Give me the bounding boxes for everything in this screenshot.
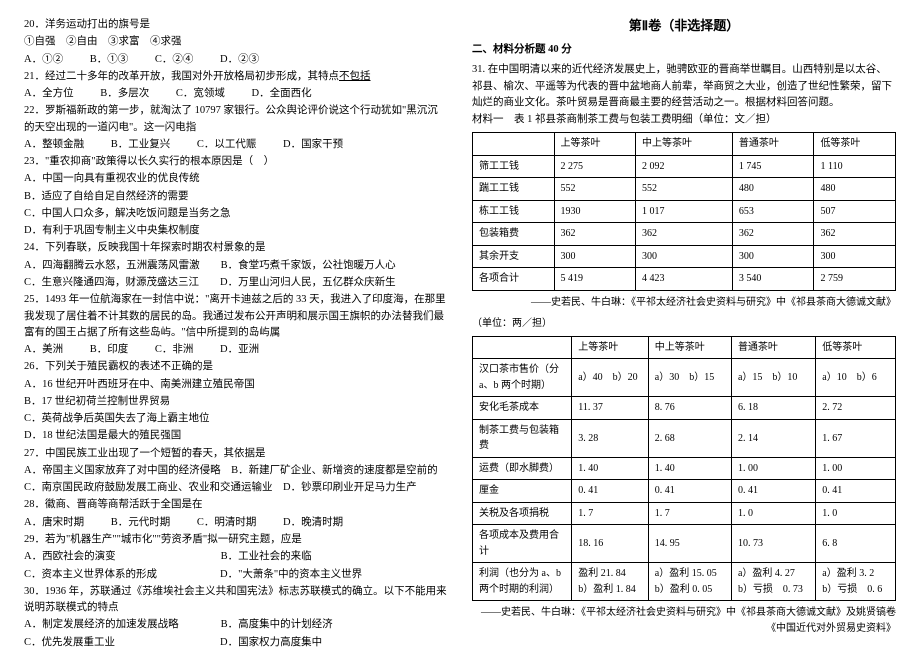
q22-stem: 22．罗斯福新政的第一步，就淘汰了 10797 家银行。公众舆论评价说这个行动犹… [24,103,448,136]
section-ii-title: 第Ⅱ卷（非选择题） [472,16,896,36]
q20-c: C．②④ [155,52,194,68]
table-row: 安化毛茶成本11. 378. 766. 182. 72 [473,397,896,420]
q21-options: A．全方位 B．多层次 C．宽领域 D．全面西化 [24,86,448,102]
right-column: 第Ⅱ卷（非选择题） 二、材料分析题 40 分 31. 在中国明清以来的近代经济发… [472,16,896,652]
q20-sub: ①自强 ②自由 ③求富 ④求强 [24,34,448,50]
q26-b: B．17 世纪初荷兰控制世界贸易 [24,394,448,410]
table-row: 厘金0. 410. 410. 410. 41 [473,480,896,503]
table-1-header-row: 上等茶叶 中上等茶叶 普通茶叶 低等茶叶 [473,133,896,156]
q24-stem: 24．下列春联，反映我国十年探索时期农村景象的是 [24,240,448,256]
table-row: 各项合计5 4194 4233 5402 759 [473,268,896,291]
q24-ab: A．四海翻腾云水怒，五洲震荡风雷激 B．食堂巧煮千家饭，公社饱暖万人心 [24,258,448,274]
q27-ab: A．帝国主义国家放弃了对中国的经济侵略 B．新建厂矿企业、新增资的速度都是空前的 [24,463,448,479]
table-row: 各项成本及费用合计18. 1614. 9510. 736. 8 [473,525,896,563]
q23-c: C．中国人口众多，解决吃饭问题是当务之急 [24,206,448,222]
q26-stem: 26．下列关于殖民霸权的表述不正确的是 [24,359,448,375]
q21-c: C．宽领域 [176,86,225,102]
table-row: 踹工工钱552552480480 [473,178,896,201]
q23-stem: 23．"重农抑商"政策得以长久实行的根本原因是（ ） [24,154,448,170]
q21-a: A．全方位 [24,86,74,102]
q31-stem: 31. 在中国明清以来的近代经济发展史上，驰骋欧亚的晋商举世瞩目。山西特别是以太… [472,62,896,111]
q30-ab: A．制定发展经济的加速发展战略 B．高度集中的计划经济 [24,617,448,633]
q20-options: A．①② B．①③ C．②④ D．②③ [24,52,448,68]
table-2: 上等茶叶 中上等茶叶 普通茶叶 低等茶叶 汉口茶市售价（分 a、b 两个时期）a… [472,336,896,602]
t2-h2: 中上等茶叶 [648,336,731,359]
q26-a: A．16 世纪开叶西班牙在中、南美洲建立殖民帝国 [24,377,448,393]
t1-h0 [473,133,555,156]
q20-stem: 20．洋务运动打出的旗号是 [24,17,448,33]
table-1-source: ——史若民、牛白琳：《平祁太经济社会史资料与研究》中《祁县茶商大德诚文献》 [472,295,896,311]
q22-b: B．工业复兴 [111,137,171,153]
q21-d: D．全面西化 [252,86,312,102]
q20-b: B．①③ [90,52,129,68]
q28-d: D．晚清时期 [283,515,343,531]
q23-a: A．中国一向具有重视农业的优良传统 [24,171,448,187]
q30-cd: C．优先发展重工业 D．国家权力高度集中 [24,635,448,651]
q27-stem: 27．中国民族工业出现了一个短暂的春天，其依据是 [24,446,448,462]
t1-h3: 普通茶叶 [732,133,814,156]
table-2-header-row: 上等茶叶 中上等茶叶 普通茶叶 低等茶叶 [473,336,896,359]
table-row: 筛工工钱2 2752 0921 7451 110 [473,155,896,178]
t2-h0 [473,336,572,359]
q25-c: C．非洲 [155,342,194,358]
q29-cd: C．资本主义世界体系的形成 D．"大萧条"中的资本主义世界 [24,567,448,583]
q25-stem: 25．1493 年一位航海家在一封信中说："离开卡迪兹之后的 33 天，我进入了… [24,292,448,341]
q23-b: B．适应了自给自足自然经济的需要 [24,189,448,205]
table-row: 栋工工钱19301 017653507 [473,200,896,223]
t2-h1: 上等茶叶 [572,336,649,359]
t2-h3: 普通茶叶 [731,336,815,359]
q29-ab: A．西欧社会的演变 B．工业社会的来临 [24,549,448,565]
q22-a: A．整顿金融 [24,137,84,153]
table-1: 上等茶叶 中上等茶叶 普通茶叶 低等茶叶 筛工工钱2 2752 0921 745… [472,132,896,291]
q25-b: B．印度 [90,342,129,358]
q23-d: D．有利于巩固专制主义中央集权制度 [24,223,448,239]
q25-d: D．亚洲 [220,342,259,358]
q28-options: A．唐宋时期 B．元代时期 C．明清时期 D．晚清时期 [24,515,448,531]
t1-h2: 中上等茶叶 [636,133,733,156]
left-column: 20．洋务运动打出的旗号是 ①自强 ②自由 ③求富 ④求强 A．①② B．①③ … [24,16,448,652]
q25-a: A．美洲 [24,342,63,358]
q29-stem: 29．若为"机器生产""城市化""劳资矛盾"拟一研究主题，应是 [24,532,448,548]
q22-c: C．以工代赈 [197,137,257,153]
q26-d: D．18 世纪法国是最大的殖民强国 [24,428,448,444]
table-2-source: ——史若民、牛白琳：《平祁太经济社会史资料与研究》中《祁县茶商大德诚文献》及姚贤… [472,605,896,636]
q20-a: A．①② [24,52,63,68]
table-row: 关税及各项捐税1. 71. 71. 01. 0 [473,502,896,525]
table-row: 汉口茶市售价（分 a、b 两个时期）a）40 b）20a）30 b）15a）15… [473,359,896,397]
material-1-caption: 材料一 表 1 祁县茶商制茶工费与包装工费明细（单位：文／担） [472,112,896,128]
q26-c: C．英荷战争后英国失去了海上霸主地位 [24,411,448,427]
t1-h1: 上等茶叶 [554,133,636,156]
q20-d: D．②③ [220,52,259,68]
q28-c: C．明清时期 [197,515,257,531]
q25-options: A．美洲 B．印度 C．非洲 D．亚洲 [24,342,448,358]
t1-h4: 低等茶叶 [814,133,896,156]
table-row: 运费（即水脚费）1. 401. 401. 001. 00 [473,457,896,480]
table-row: 制茶工费与包装箱费3. 282. 682. 141. 67 [473,419,896,457]
q28-a: A．唐宋时期 [24,515,84,531]
table-row: 利润（也分为 a、b 两个时期的利润）盈利 21. 84 b）盈利 1. 84a… [473,563,896,601]
q27-cd: C．南京国民政府鼓励发展工商业、农业和交通运输业 D．钞票印刷业开足马力生产 [24,480,448,496]
q22-d: D．国家干预 [283,137,343,153]
table-row: 其余开支300300300300 [473,245,896,268]
q28-b: B．元代时期 [111,515,171,531]
q21-stem: 21．经过二十多年的改革开放，我国对外开放格局初步形成，其特点不包括 [24,69,448,85]
table-row: 包装箱费362362362362 [473,223,896,246]
t2-h4: 低等茶叶 [816,336,896,359]
section-heading: 二、材料分析题 40 分 [472,42,896,58]
q22-options: A．整顿金融 B．工业复兴 C．以工代赈 D．国家干预 [24,137,448,153]
q21-b: B．多层次 [100,86,149,102]
table-2-unit: （单位：两／担） [472,316,896,332]
q28-stem: 28．徽商、晋商等商帮活跃于全国是在 [24,497,448,513]
q30-stem: 30．1936 年，苏联通过《苏维埃社会主义共和国宪法》标志苏联模式的确立。以下… [24,584,448,617]
q24-cd: C．生意兴隆通四海，财源茂盛达三江 D．万里山河归人民，五亿群众庆新生 [24,275,448,291]
